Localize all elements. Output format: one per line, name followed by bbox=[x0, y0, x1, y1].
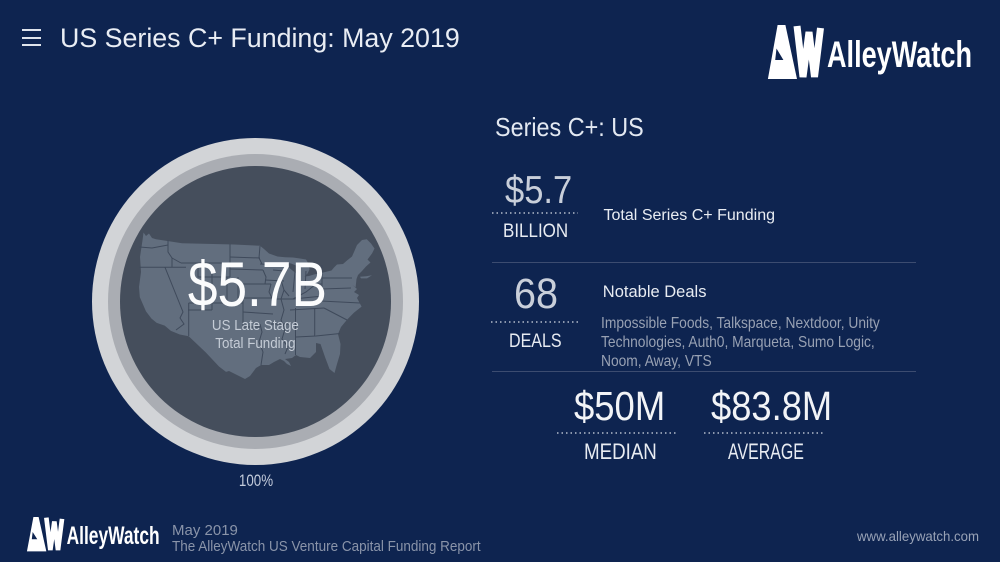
svg-text:AlleyWatch: AlleyWatch bbox=[66, 523, 159, 550]
svg-text:AlleyWatch: AlleyWatch bbox=[827, 34, 972, 75]
